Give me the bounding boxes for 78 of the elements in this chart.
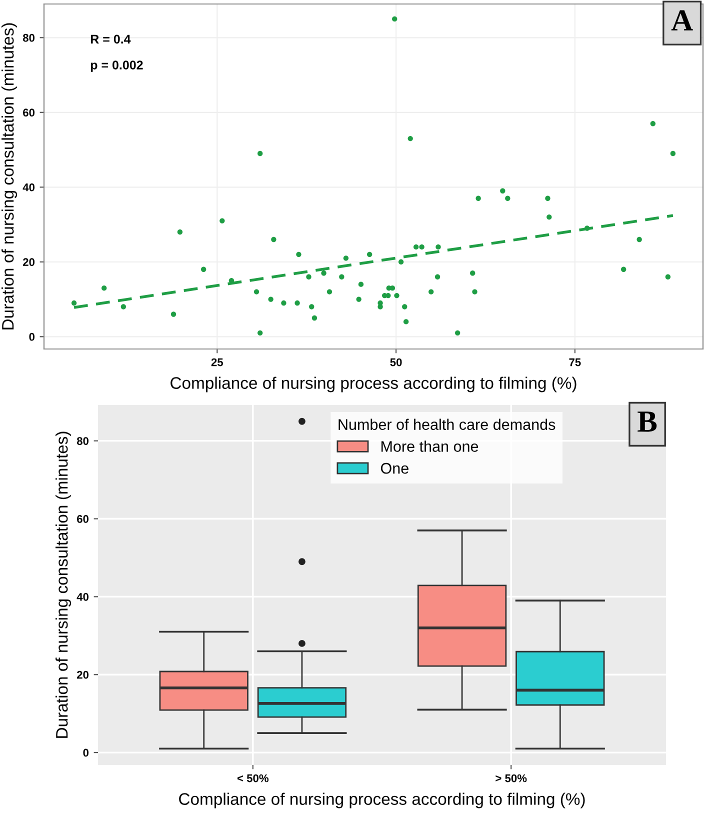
x-tick-label: 75 (569, 358, 581, 366)
y-tick-label: 0 (83, 748, 89, 757)
point (339, 274, 344, 280)
x-tick-label: 50 (390, 358, 402, 366)
point (296, 252, 302, 258)
point (170, 312, 176, 317)
point (620, 266, 626, 272)
y-tick-label: 40 (76, 592, 89, 601)
annotation: R = 0.4 (90, 34, 131, 44)
point (102, 285, 107, 291)
point (271, 236, 276, 242)
annotation: A (671, 10, 693, 30)
y-tick-label: 80 (76, 437, 89, 445)
point (312, 315, 318, 321)
point (500, 188, 506, 194)
y-tick-label: 20 (23, 258, 35, 266)
point (71, 300, 77, 306)
point (358, 282, 364, 287)
point (392, 16, 398, 22)
point (378, 304, 383, 310)
point (220, 218, 225, 224)
point (306, 274, 312, 280)
y-tick-label: 0 (29, 332, 35, 341)
point (545, 196, 550, 201)
point (428, 289, 434, 294)
point (408, 136, 413, 142)
y-tick-label: 80 (22, 34, 35, 42)
point (472, 289, 478, 294)
point (434, 274, 440, 280)
point (343, 256, 349, 261)
y-axis-title: Duration of nursing consultation (minutes) (2, 23, 18, 330)
annotation: B (638, 412, 657, 432)
point (470, 270, 476, 276)
x-tick-label: < 50% (237, 774, 269, 782)
point (120, 304, 126, 310)
point (636, 236, 642, 242)
point (670, 150, 676, 156)
point (309, 304, 314, 310)
point (257, 150, 263, 156)
y-tick-label: 60 (77, 515, 89, 523)
point (476, 196, 481, 201)
point (665, 274, 671, 280)
point (356, 296, 362, 302)
legend-label: One (380, 462, 408, 474)
point (650, 121, 656, 126)
point (257, 330, 263, 336)
point (436, 244, 441, 250)
point (546, 214, 552, 220)
point (505, 196, 510, 201)
legend-title: Number of health care demands (338, 418, 556, 430)
point (398, 259, 404, 265)
point (200, 266, 206, 272)
x-tick-label: 25 (211, 358, 224, 366)
y-tick-label: 20 (77, 670, 89, 679)
point (403, 319, 409, 324)
point (394, 292, 400, 298)
point (386, 292, 391, 298)
x-tick-label: > 50% (496, 774, 527, 782)
point (268, 296, 274, 302)
point (321, 270, 326, 276)
point (326, 289, 332, 294)
point (402, 304, 408, 310)
y-axis-title: Duration of nursing consultation (minutes) (56, 432, 72, 738)
point (281, 300, 286, 306)
point (366, 252, 372, 258)
point (254, 289, 260, 294)
y-tick-label: 60 (23, 108, 35, 117)
point (177, 229, 183, 235)
x-axis-title: Compliance of nursing process according to filming (%) (179, 792, 585, 808)
legend-label: More than one (381, 440, 478, 452)
point (584, 226, 590, 231)
point (413, 244, 419, 250)
annotation: p = 0.002 (90, 60, 143, 72)
point (454, 330, 460, 336)
point (294, 300, 300, 306)
y-tick-label: 40 (22, 183, 35, 192)
point (419, 244, 424, 250)
x-axis-title: Compliance of nursing process according to filming (%) (170, 376, 576, 392)
